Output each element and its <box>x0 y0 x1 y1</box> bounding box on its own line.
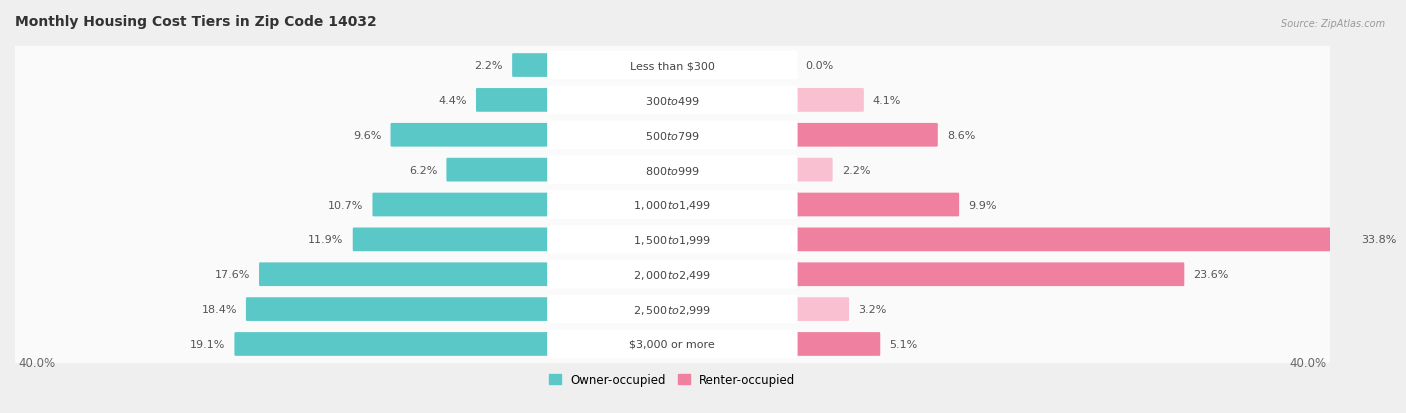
FancyBboxPatch shape <box>547 260 797 289</box>
FancyBboxPatch shape <box>547 52 797 80</box>
Text: 3.2%: 3.2% <box>858 304 886 314</box>
Text: 9.6%: 9.6% <box>353 131 381 140</box>
FancyBboxPatch shape <box>13 81 1331 120</box>
Legend: Owner-occupied, Renter-occupied: Owner-occupied, Renter-occupied <box>544 368 800 391</box>
FancyBboxPatch shape <box>794 123 938 147</box>
Text: 18.4%: 18.4% <box>201 304 236 314</box>
FancyBboxPatch shape <box>246 297 550 321</box>
Text: 8.6%: 8.6% <box>946 131 976 140</box>
FancyBboxPatch shape <box>13 325 1331 363</box>
Text: $500 to $799: $500 to $799 <box>645 129 700 141</box>
FancyBboxPatch shape <box>512 54 550 78</box>
FancyBboxPatch shape <box>13 221 1331 259</box>
Text: $2,500 to $2,999: $2,500 to $2,999 <box>633 303 711 316</box>
FancyBboxPatch shape <box>794 332 880 356</box>
Text: 19.1%: 19.1% <box>190 339 225 349</box>
Text: Monthly Housing Cost Tiers in Zip Code 14032: Monthly Housing Cost Tiers in Zip Code 1… <box>15 15 377 29</box>
FancyBboxPatch shape <box>794 228 1353 252</box>
Text: 40.0%: 40.0% <box>18 356 55 369</box>
Text: 17.6%: 17.6% <box>215 270 250 280</box>
FancyBboxPatch shape <box>13 290 1331 328</box>
FancyBboxPatch shape <box>547 225 797 254</box>
Text: 2.2%: 2.2% <box>842 165 870 175</box>
FancyBboxPatch shape <box>794 297 849 321</box>
Text: 23.6%: 23.6% <box>1194 270 1229 280</box>
FancyBboxPatch shape <box>794 159 832 182</box>
Text: 40.0%: 40.0% <box>1289 356 1326 369</box>
Text: $1,000 to $1,499: $1,000 to $1,499 <box>633 199 711 211</box>
FancyBboxPatch shape <box>373 193 550 217</box>
FancyBboxPatch shape <box>547 86 797 115</box>
FancyBboxPatch shape <box>547 121 797 150</box>
Text: $300 to $499: $300 to $499 <box>645 95 700 107</box>
Text: $800 to $999: $800 to $999 <box>645 164 700 176</box>
Text: 6.2%: 6.2% <box>409 165 437 175</box>
Text: 10.7%: 10.7% <box>328 200 363 210</box>
FancyBboxPatch shape <box>13 116 1331 154</box>
Text: 11.9%: 11.9% <box>308 235 343 245</box>
FancyBboxPatch shape <box>794 193 959 217</box>
FancyBboxPatch shape <box>353 228 550 252</box>
FancyBboxPatch shape <box>794 89 863 112</box>
FancyBboxPatch shape <box>547 156 797 185</box>
FancyBboxPatch shape <box>13 256 1331 294</box>
FancyBboxPatch shape <box>235 332 550 356</box>
FancyBboxPatch shape <box>446 159 550 182</box>
FancyBboxPatch shape <box>547 295 797 324</box>
FancyBboxPatch shape <box>794 263 1184 286</box>
FancyBboxPatch shape <box>547 191 797 219</box>
Text: 0.0%: 0.0% <box>806 61 834 71</box>
Text: Less than $300: Less than $300 <box>630 61 714 71</box>
Text: 4.1%: 4.1% <box>873 96 901 106</box>
Text: 2.2%: 2.2% <box>475 61 503 71</box>
FancyBboxPatch shape <box>13 47 1331 85</box>
Text: 5.1%: 5.1% <box>890 339 918 349</box>
Text: Source: ZipAtlas.com: Source: ZipAtlas.com <box>1281 19 1385 28</box>
Text: 9.9%: 9.9% <box>969 200 997 210</box>
FancyBboxPatch shape <box>391 123 550 147</box>
FancyBboxPatch shape <box>477 89 550 112</box>
FancyBboxPatch shape <box>13 186 1331 224</box>
FancyBboxPatch shape <box>259 263 550 286</box>
Text: $2,000 to $2,499: $2,000 to $2,499 <box>633 268 711 281</box>
Text: $3,000 or more: $3,000 or more <box>630 339 716 349</box>
Text: 4.4%: 4.4% <box>439 96 467 106</box>
Text: 33.8%: 33.8% <box>1361 235 1396 245</box>
FancyBboxPatch shape <box>547 330 797 358</box>
FancyBboxPatch shape <box>13 151 1331 189</box>
Text: $1,500 to $1,999: $1,500 to $1,999 <box>633 233 711 246</box>
